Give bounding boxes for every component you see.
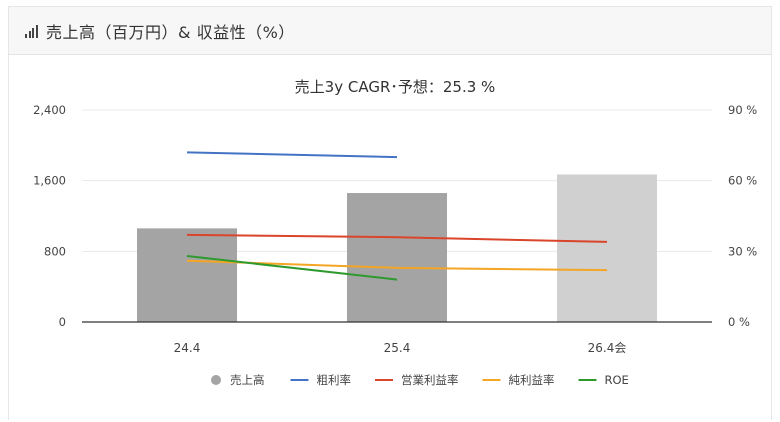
chart-title: 売上3y CAGR･予想：25.3 % [295,78,496,96]
y-left-tick-label: 1,600 [33,174,66,188]
legend-swatch-bar [211,375,221,385]
bar-24.4 [137,228,237,322]
line-series-0 [186,151,398,159]
x-tick-label: 26.4会 [588,341,627,355]
x-tick-label: 25.4 [384,341,411,355]
y-left-tick-label: 800 [44,244,66,258]
legend-label: 純利益率 [509,373,555,387]
y-left-tick-label: 0 [59,315,66,329]
y-right-tick-label: 30 % [728,244,757,258]
line-series-1 [186,233,608,243]
legend-label: 営業利益率 [401,373,459,387]
bar-26.4会 [557,174,657,322]
card-header: 売上高（百万円）& 収益性（%） [9,7,771,55]
y-right-tick-label: 90 % [728,103,757,117]
card-title: 売上高（百万円）& 収益性（%） [46,22,295,42]
y-right-tick-label: 60 % [728,174,757,188]
legend-label: 粗利率 [317,373,352,387]
x-tick-label: 24.4 [174,341,201,355]
bar-25.4 [347,193,447,322]
y-right-tick-label: 0 % [728,315,750,329]
legend-label: 売上高 [230,373,265,387]
y-left-tick-label: 2,400 [33,103,66,117]
legend-label: ROE [605,373,629,387]
signal-bars-icon [25,24,39,38]
line-series-3 [186,255,398,281]
